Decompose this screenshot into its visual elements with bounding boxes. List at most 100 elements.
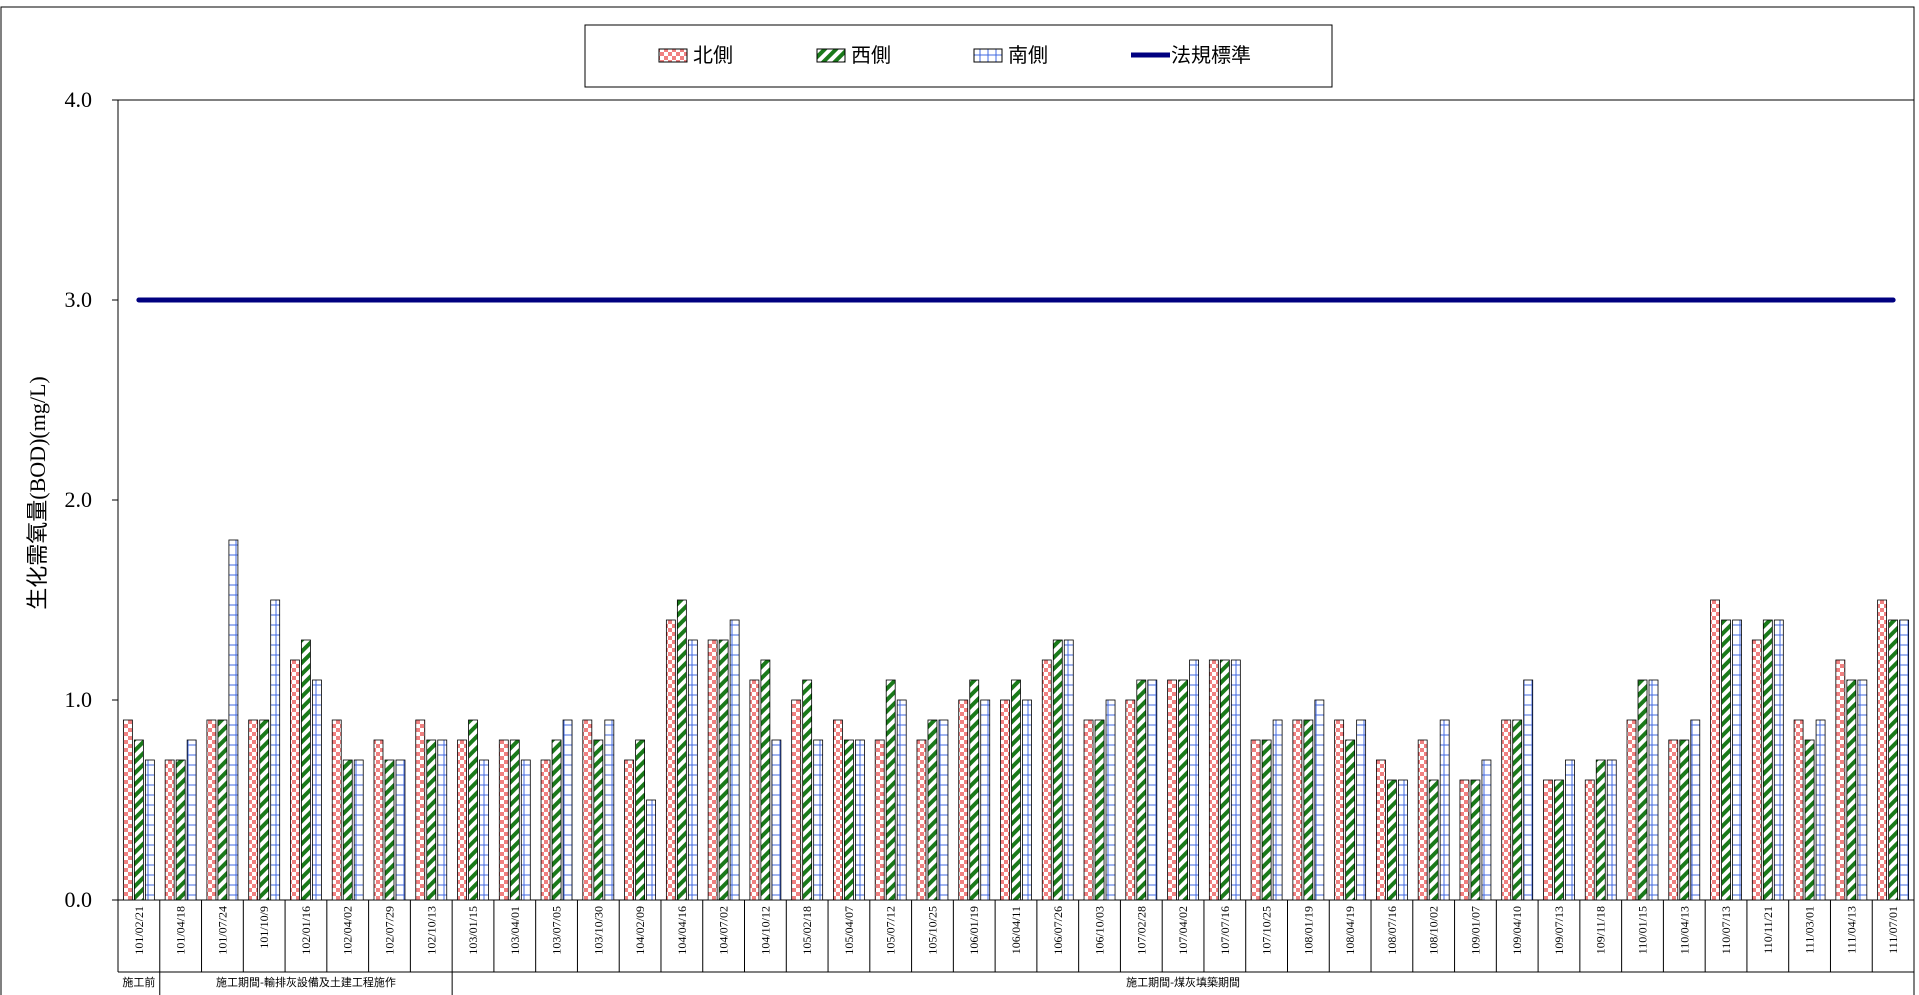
bar-south xyxy=(1356,719,1367,901)
x-tick-label: 111/07/01 xyxy=(1886,906,1900,954)
legend-item-south: 南側 xyxy=(973,43,1048,67)
x-tick-label: 110/01/15 xyxy=(1636,906,1650,954)
bar-north xyxy=(958,699,969,901)
bar-south xyxy=(395,759,406,901)
bar-west xyxy=(1595,759,1606,901)
bar-south xyxy=(604,719,615,901)
bar-north xyxy=(248,719,259,901)
bar-north xyxy=(373,739,384,901)
bar-west xyxy=(1804,739,1815,901)
bar-north xyxy=(1125,699,1136,901)
x-tick-label: 106/01/19 xyxy=(967,906,981,955)
bar-west xyxy=(1011,679,1021,901)
bar-west xyxy=(1679,739,1690,901)
x-tick-label: 108/01/19 xyxy=(1301,906,1315,955)
bar-north xyxy=(457,739,467,901)
x-tick-label: 106/07/26 xyxy=(1051,906,1065,955)
bar-west xyxy=(301,639,311,901)
bar-south xyxy=(1606,759,1617,901)
bar-west xyxy=(1387,779,1397,901)
bar-south xyxy=(771,739,782,901)
x-tick-label: 105/10/25 xyxy=(925,906,939,955)
bar-south xyxy=(1230,659,1241,901)
bar-north xyxy=(206,719,217,901)
bar-west xyxy=(1428,779,1439,901)
bar-north xyxy=(1041,659,1052,901)
x-tick-label: 101/07/24 xyxy=(215,906,229,955)
x-tick-label: 104/04/16 xyxy=(675,906,689,955)
legend-swatch-north xyxy=(658,48,688,63)
bar-south xyxy=(1272,719,1283,901)
x-tick-label: 111/04/13 xyxy=(1844,906,1858,954)
bar-west xyxy=(1888,619,1899,901)
bar-north xyxy=(1877,599,1888,901)
bar-west xyxy=(509,739,520,901)
bar-south xyxy=(687,639,698,901)
phase-label: 施工期間-煤灰填築期間 xyxy=(1126,975,1240,989)
bar-south xyxy=(1022,699,1032,901)
bar-north xyxy=(1167,679,1177,901)
bar-north xyxy=(164,759,175,901)
x-tick-label: 102/07/29 xyxy=(382,906,396,955)
bar-west xyxy=(1721,619,1731,901)
x-tick-label: 103/10/30 xyxy=(591,906,605,955)
bar-north xyxy=(331,719,342,901)
bar-south xyxy=(1899,619,1910,901)
bar-south xyxy=(1063,639,1074,901)
x-tick-label: 101/04/18 xyxy=(174,906,188,955)
legend-label-west: 西側 xyxy=(851,43,891,67)
x-tick-label: 104/07/02 xyxy=(717,906,731,955)
y-tick-label: 1.0 xyxy=(65,687,93,712)
bar-south xyxy=(353,759,364,901)
bar-north xyxy=(749,679,760,901)
bar-north xyxy=(290,659,300,901)
bar-west xyxy=(635,739,645,901)
bar-south xyxy=(1314,699,1325,901)
bar-north xyxy=(1626,719,1637,901)
bar-south xyxy=(1565,759,1575,901)
bar-north xyxy=(582,719,593,901)
x-tick-label: 109/07/13 xyxy=(1552,906,1566,955)
bar-north xyxy=(1208,659,1219,901)
bar-west xyxy=(1762,619,1773,901)
phase-label: 施工前 xyxy=(122,975,155,989)
bar-south xyxy=(312,679,322,901)
bar-north xyxy=(1835,659,1846,901)
bar-south xyxy=(646,799,656,901)
x-tick-label: 107/07/16 xyxy=(1218,906,1232,955)
legend-item-standard: 法規標準 xyxy=(1131,43,1251,67)
legend-label-standard: 法規標準 xyxy=(1171,43,1251,67)
bar-south xyxy=(186,739,197,901)
bar-west xyxy=(217,719,228,901)
bar-north xyxy=(1710,599,1720,901)
x-tick-label: 105/02/18 xyxy=(800,906,814,955)
bar-west xyxy=(593,739,604,901)
y-tick-label: 2.0 xyxy=(65,487,93,512)
bar-south xyxy=(1147,679,1158,901)
bar-south xyxy=(1105,699,1116,901)
x-tick-label: 101/10/9 xyxy=(257,906,271,949)
bar-south xyxy=(938,719,949,901)
x-tick-label: 105/04/07 xyxy=(842,906,856,955)
bar-north xyxy=(1334,719,1345,901)
x-tick-label: 104/02/09 xyxy=(633,906,647,955)
legend-swatch-west xyxy=(816,48,846,63)
bar-north xyxy=(1751,639,1762,901)
bar-south xyxy=(1857,679,1868,901)
x-tick-label: 102/04/02 xyxy=(341,906,355,955)
bar-north xyxy=(540,759,551,901)
y-tick-label: 4.0 xyxy=(65,87,93,112)
x-tick-label: 102/10/13 xyxy=(424,906,438,955)
bar-north xyxy=(1501,719,1512,901)
bar-south xyxy=(270,599,281,901)
x-tick-label: 101/02/21 xyxy=(132,906,146,955)
bar-north xyxy=(415,719,426,901)
x-tick-label: 110/11/21 xyxy=(1761,906,1775,954)
legend-item-north: 北側 xyxy=(658,43,733,67)
legend-swatch-south xyxy=(973,48,1003,63)
bar-north xyxy=(1668,739,1679,901)
x-tick-label: 108/04/19 xyxy=(1343,906,1357,955)
y-tick-label: 0.0 xyxy=(65,887,93,912)
y-axis-label: 生化需氧量(BOD)(mg/L) xyxy=(25,376,50,609)
x-tick-label: 107/04/02 xyxy=(1176,906,1190,955)
